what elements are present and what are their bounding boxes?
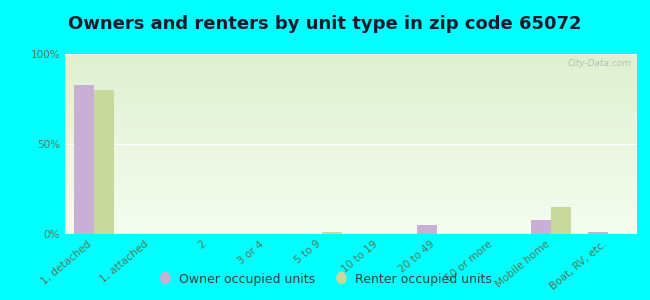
Text: City-Data.com: City-Data.com — [567, 59, 631, 68]
Legend: Owner occupied units, Renter occupied units: Owner occupied units, Renter occupied un… — [153, 268, 497, 291]
Bar — [417, 225, 437, 234]
Bar — [94, 90, 114, 234]
Bar — [531, 220, 551, 234]
Bar — [73, 85, 94, 234]
Bar — [588, 232, 608, 234]
Text: Owners and renters by unit type in zip code 65072: Owners and renters by unit type in zip c… — [68, 15, 582, 33]
Bar — [551, 207, 571, 234]
Bar — [322, 232, 343, 234]
